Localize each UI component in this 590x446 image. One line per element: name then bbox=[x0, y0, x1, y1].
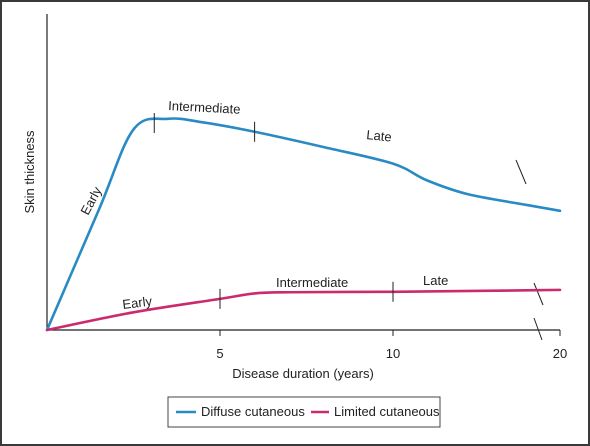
diffuse-phase-early: Early bbox=[77, 184, 104, 218]
series-line-diffuse bbox=[45, 117, 562, 332]
limited-phase-late: Late bbox=[423, 273, 448, 288]
x-tick-label-10: 10 bbox=[386, 346, 400, 361]
x-axis-break-mark bbox=[533, 317, 543, 341]
x-axis-title: Disease duration (years) bbox=[232, 366, 374, 381]
diffuse-phase-late: Late bbox=[366, 127, 393, 145]
x-tick-label-20: 20 bbox=[553, 346, 567, 361]
diffuse-curve-break-mark bbox=[515, 159, 527, 185]
diffuse-phase-intermediate: Intermediate bbox=[168, 98, 241, 117]
x-ticks: 5 10 20 bbox=[216, 330, 567, 361]
legend-label-diffuse: Diffuse cutaneous bbox=[201, 404, 305, 419]
series-layer bbox=[45, 113, 562, 332]
x-tick-label-5: 5 bbox=[216, 346, 223, 361]
series-line-limited bbox=[45, 288, 562, 332]
legend-label-limited: Limited cutaneous bbox=[334, 404, 440, 419]
legend-box bbox=[167, 396, 441, 428]
legend: Diffuse cutaneous Limited cutaneous bbox=[167, 396, 441, 428]
limited-phase-intermediate: Intermediate bbox=[276, 275, 348, 290]
y-axis-title: Skin thickness bbox=[22, 130, 37, 214]
limited-phase-early: Early bbox=[122, 293, 154, 312]
axis-break-marks bbox=[515, 159, 544, 341]
limited-curve-break-mark bbox=[533, 282, 544, 306]
